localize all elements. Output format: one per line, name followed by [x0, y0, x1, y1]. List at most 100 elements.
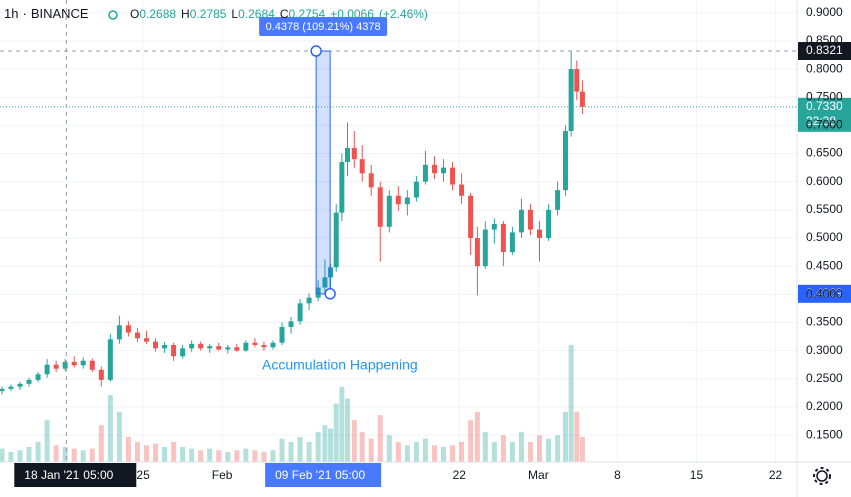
x-tick-label: 22: [453, 468, 467, 482]
volume-bar: [322, 425, 328, 462]
crosshair-price-box: [798, 42, 851, 61]
y-tick-label: 0.8000: [806, 61, 843, 75]
measure-time-label: 05:00: [335, 468, 365, 482]
volume-bar: [306, 441, 312, 462]
header-legend: 1h · BINANCE: [4, 6, 89, 21]
gear-teeth[interactable]: [813, 467, 831, 485]
volume-bar: [579, 436, 585, 462]
volume-bar: [89, 448, 95, 462]
volume-bar: [562, 411, 568, 462]
volume-bar: [107, 395, 113, 462]
candle-body: [413, 181, 419, 198]
volume-bar: [333, 403, 339, 462]
candle-body: [62, 361, 68, 369]
x-tick-label: Mar: [528, 468, 549, 482]
volume-bar: [386, 435, 392, 462]
x-tick-label: 22: [769, 468, 783, 482]
y-tick-label: 0.9000: [806, 5, 843, 19]
exchange: BINANCE: [31, 6, 89, 21]
volume-bar: [288, 441, 294, 462]
y-tick-label: 0.6500: [806, 146, 843, 160]
volume-bar: [537, 435, 543, 462]
volume-bar: [134, 441, 140, 462]
x-tick-label: 25: [136, 468, 150, 482]
measure-date-label: 09 Feb '21: [275, 468, 332, 482]
candle-body: [189, 343, 195, 349]
candle-body: [26, 379, 32, 384]
candle-body: [207, 346, 213, 349]
volume-bar: [518, 431, 524, 462]
volume-bar: [413, 441, 419, 462]
volume-bar: [404, 445, 410, 462]
volume-bar: [53, 445, 59, 462]
volume-bar: [546, 438, 552, 462]
volume-bar: [500, 435, 506, 462]
candle-body: [80, 360, 86, 366]
volume-bar: [441, 446, 447, 462]
volume-bar: [431, 445, 437, 462]
candle-body: [474, 238, 480, 267]
crosshair-date-label: 18 Jan '21: [24, 468, 79, 482]
candle-body: [134, 332, 140, 339]
candle-body: [0, 388, 5, 392]
x-tick-label: 15: [690, 468, 704, 482]
volume-bar: [252, 450, 258, 462]
candle-body: [422, 164, 428, 182]
volume-bar: [468, 420, 474, 462]
candle-body: [395, 195, 401, 205]
crosshair-time-label: 05:00: [83, 468, 113, 482]
candle-body: [243, 342, 249, 351]
volume-bar: [422, 438, 428, 462]
measure-end: [324, 288, 336, 300]
volume-bar: [328, 428, 334, 462]
measure-range: [315, 50, 331, 295]
candle-body: [171, 344, 177, 357]
candle-body: [180, 348, 186, 357]
volume-bar: [450, 445, 456, 462]
y-tick-label: 0.4500: [806, 258, 843, 272]
volume-bar: [180, 446, 186, 462]
volume-bar: [555, 435, 561, 462]
ohlc-value: 0.2688: [139, 7, 176, 21]
volume-bar: [315, 431, 321, 462]
candle-body: [297, 303, 303, 322]
candle-body: [555, 190, 561, 210]
measure-start: [310, 45, 322, 57]
candle-body: [116, 325, 122, 340]
gear[interactable]: [816, 470, 828, 482]
candle-body: [8, 386, 14, 389]
volume-bar: [297, 436, 303, 462]
volume-bar: [279, 438, 285, 462]
volume-bar: [8, 451, 14, 462]
volume-bar: [574, 411, 580, 462]
measure-label-box: [259, 17, 388, 36]
x-tick-label: Feb: [212, 468, 233, 482]
candle-body: [368, 173, 374, 188]
volume-bar: [26, 446, 32, 462]
status-dot: [108, 10, 118, 20]
candle-body: [261, 344, 267, 348]
measure-price-box: [798, 284, 851, 303]
ohlc-value: 0.2754: [288, 7, 325, 21]
volume-bar: [377, 415, 383, 462]
settings-icon[interactable]: [813, 467, 831, 485]
candle-body: [333, 212, 339, 268]
y-tick-label: 0.3000: [806, 343, 843, 357]
ohlc-key: C: [280, 7, 289, 21]
volume-bar: [459, 441, 465, 462]
separator: ·: [22, 6, 26, 21]
candle-body: [509, 232, 515, 253]
measure-date-box: [265, 463, 382, 487]
volume-bar: [98, 425, 104, 462]
candle-body: [345, 147, 351, 162]
volume-bar: [243, 448, 249, 462]
volume-bar: [198, 450, 204, 462]
measure-label: 0.4378 (109.21%) 4378: [266, 21, 381, 33]
volume-bar: [270, 450, 276, 462]
candle-body: [339, 161, 345, 213]
volume-bar: [0, 448, 5, 462]
candle-body: [431, 164, 437, 174]
y-tick-label: 0.4000: [806, 286, 843, 300]
